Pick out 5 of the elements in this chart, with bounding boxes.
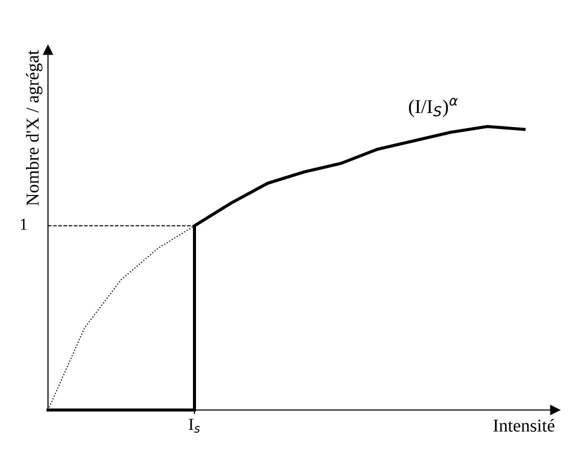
text: I$_{s}$ bbox=[188, 418, 200, 433]
ref-line-label: 1 bbox=[20, 218, 27, 230]
text: (I/I$_{S}$)$^{α}$ bbox=[408, 98, 458, 118]
y-axis-title: Nombre d'X / agrégat bbox=[26, 50, 42, 206]
x-axis-title: Intensité bbox=[493, 418, 554, 432]
